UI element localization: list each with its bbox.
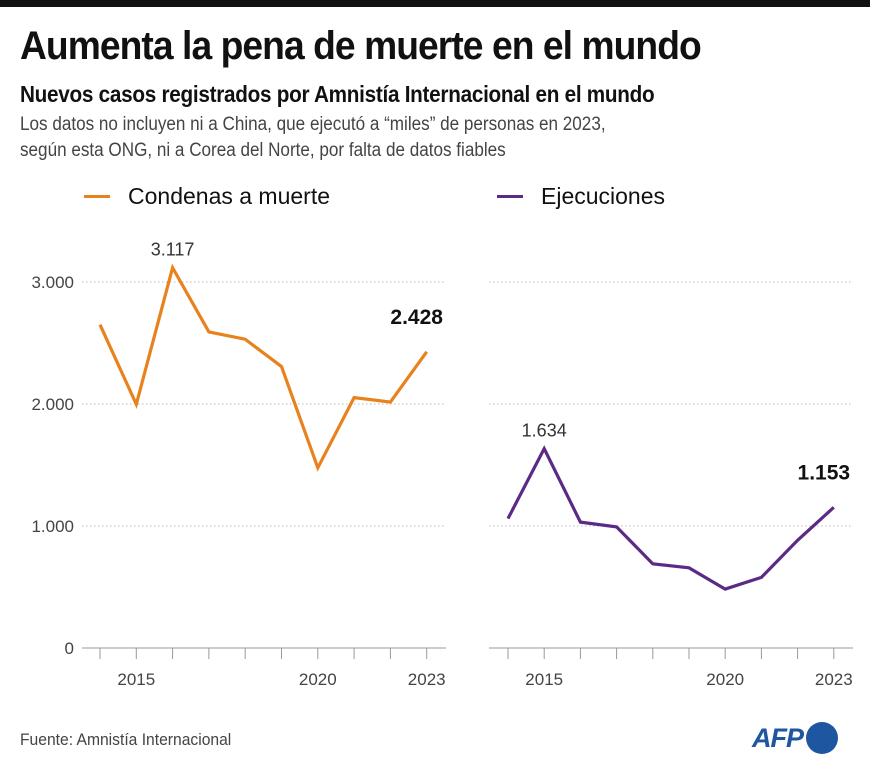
series-line-condenas — [98, 263, 428, 472]
data-point — [425, 350, 429, 354]
legend-swatch-condenas — [84, 195, 110, 198]
chart-title: Aumenta la pena de muerte en el mundo — [20, 24, 702, 68]
afp-logo-text: AFP — [752, 722, 804, 753]
x-tick-label: 2015 — [525, 670, 563, 689]
data-point — [171, 266, 175, 270]
description-line-1: Los datos no incluyen ni a China, que ej… — [20, 114, 606, 135]
data-point — [207, 330, 211, 334]
data-point — [352, 396, 356, 400]
data-point — [759, 575, 763, 579]
data-point — [506, 517, 510, 521]
source-note: Fuente: Amnistía Internacional — [20, 730, 232, 749]
x-tick-label: 2023 — [815, 670, 853, 689]
legend-label-condenas: Condenas a muerte — [128, 183, 331, 209]
legend-swatch-ejecuciones — [497, 195, 523, 198]
data-point — [280, 365, 284, 369]
chart-description: Los datos no incluyen ni a China, que ej… — [20, 112, 606, 164]
data-label: 2.428 — [390, 306, 443, 329]
data-point — [651, 562, 655, 566]
data-point — [615, 525, 619, 529]
data-point — [542, 447, 546, 451]
y-tick-label: 2.000 — [31, 395, 74, 414]
y-tick-label: 1.000 — [31, 517, 74, 536]
data-point — [134, 402, 138, 406]
x-tick-label: 2020 — [299, 670, 337, 689]
top-bar — [0, 0, 870, 7]
data-point — [578, 520, 582, 524]
data-label: 1.634 — [522, 421, 567, 441]
x-tick-label: 2020 — [706, 670, 744, 689]
description-line-2: según esta ONG, ni a Corea del Norte, po… — [20, 140, 506, 161]
legend-condenas: Condenas a muerte — [84, 183, 330, 210]
data-point — [316, 466, 320, 470]
data-point — [796, 538, 800, 542]
chart-subtitle: Nuevos casos registrados por Amnistía In… — [20, 81, 655, 107]
afp-logo-dot-icon — [806, 722, 838, 754]
x-tick-label: 2015 — [117, 670, 155, 689]
data-point — [243, 337, 247, 341]
y-tick-label: 3.000 — [31, 273, 74, 292]
afp-logo: AFP — [752, 722, 838, 754]
data-point — [687, 566, 691, 570]
data-point — [723, 587, 727, 591]
data-label: 1.153 — [798, 461, 851, 484]
y-tick-label: 0 — [65, 639, 74, 658]
series-line-ejecuciones — [506, 445, 835, 591]
data-point — [388, 400, 392, 404]
x-tick-label: 2023 — [408, 670, 446, 689]
legend-ejecuciones: Ejecuciones — [497, 183, 665, 210]
data-point — [832, 505, 836, 509]
legend-label-ejecuciones: Ejecuciones — [541, 183, 666, 209]
data-label: 3.117 — [151, 240, 195, 260]
data-point — [98, 323, 102, 327]
